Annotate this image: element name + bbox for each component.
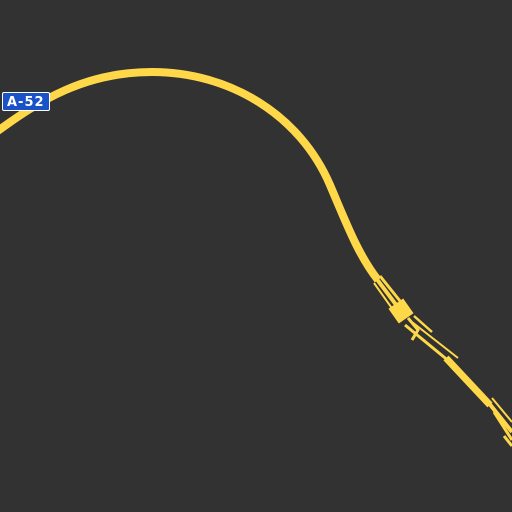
road-shield[interactable]: A-52 <box>2 92 50 111</box>
highway-junction[interactable] <box>373 275 512 447</box>
highway-road[interactable] <box>0 67 382 283</box>
road-shield-label: A-52 <box>7 95 45 110</box>
